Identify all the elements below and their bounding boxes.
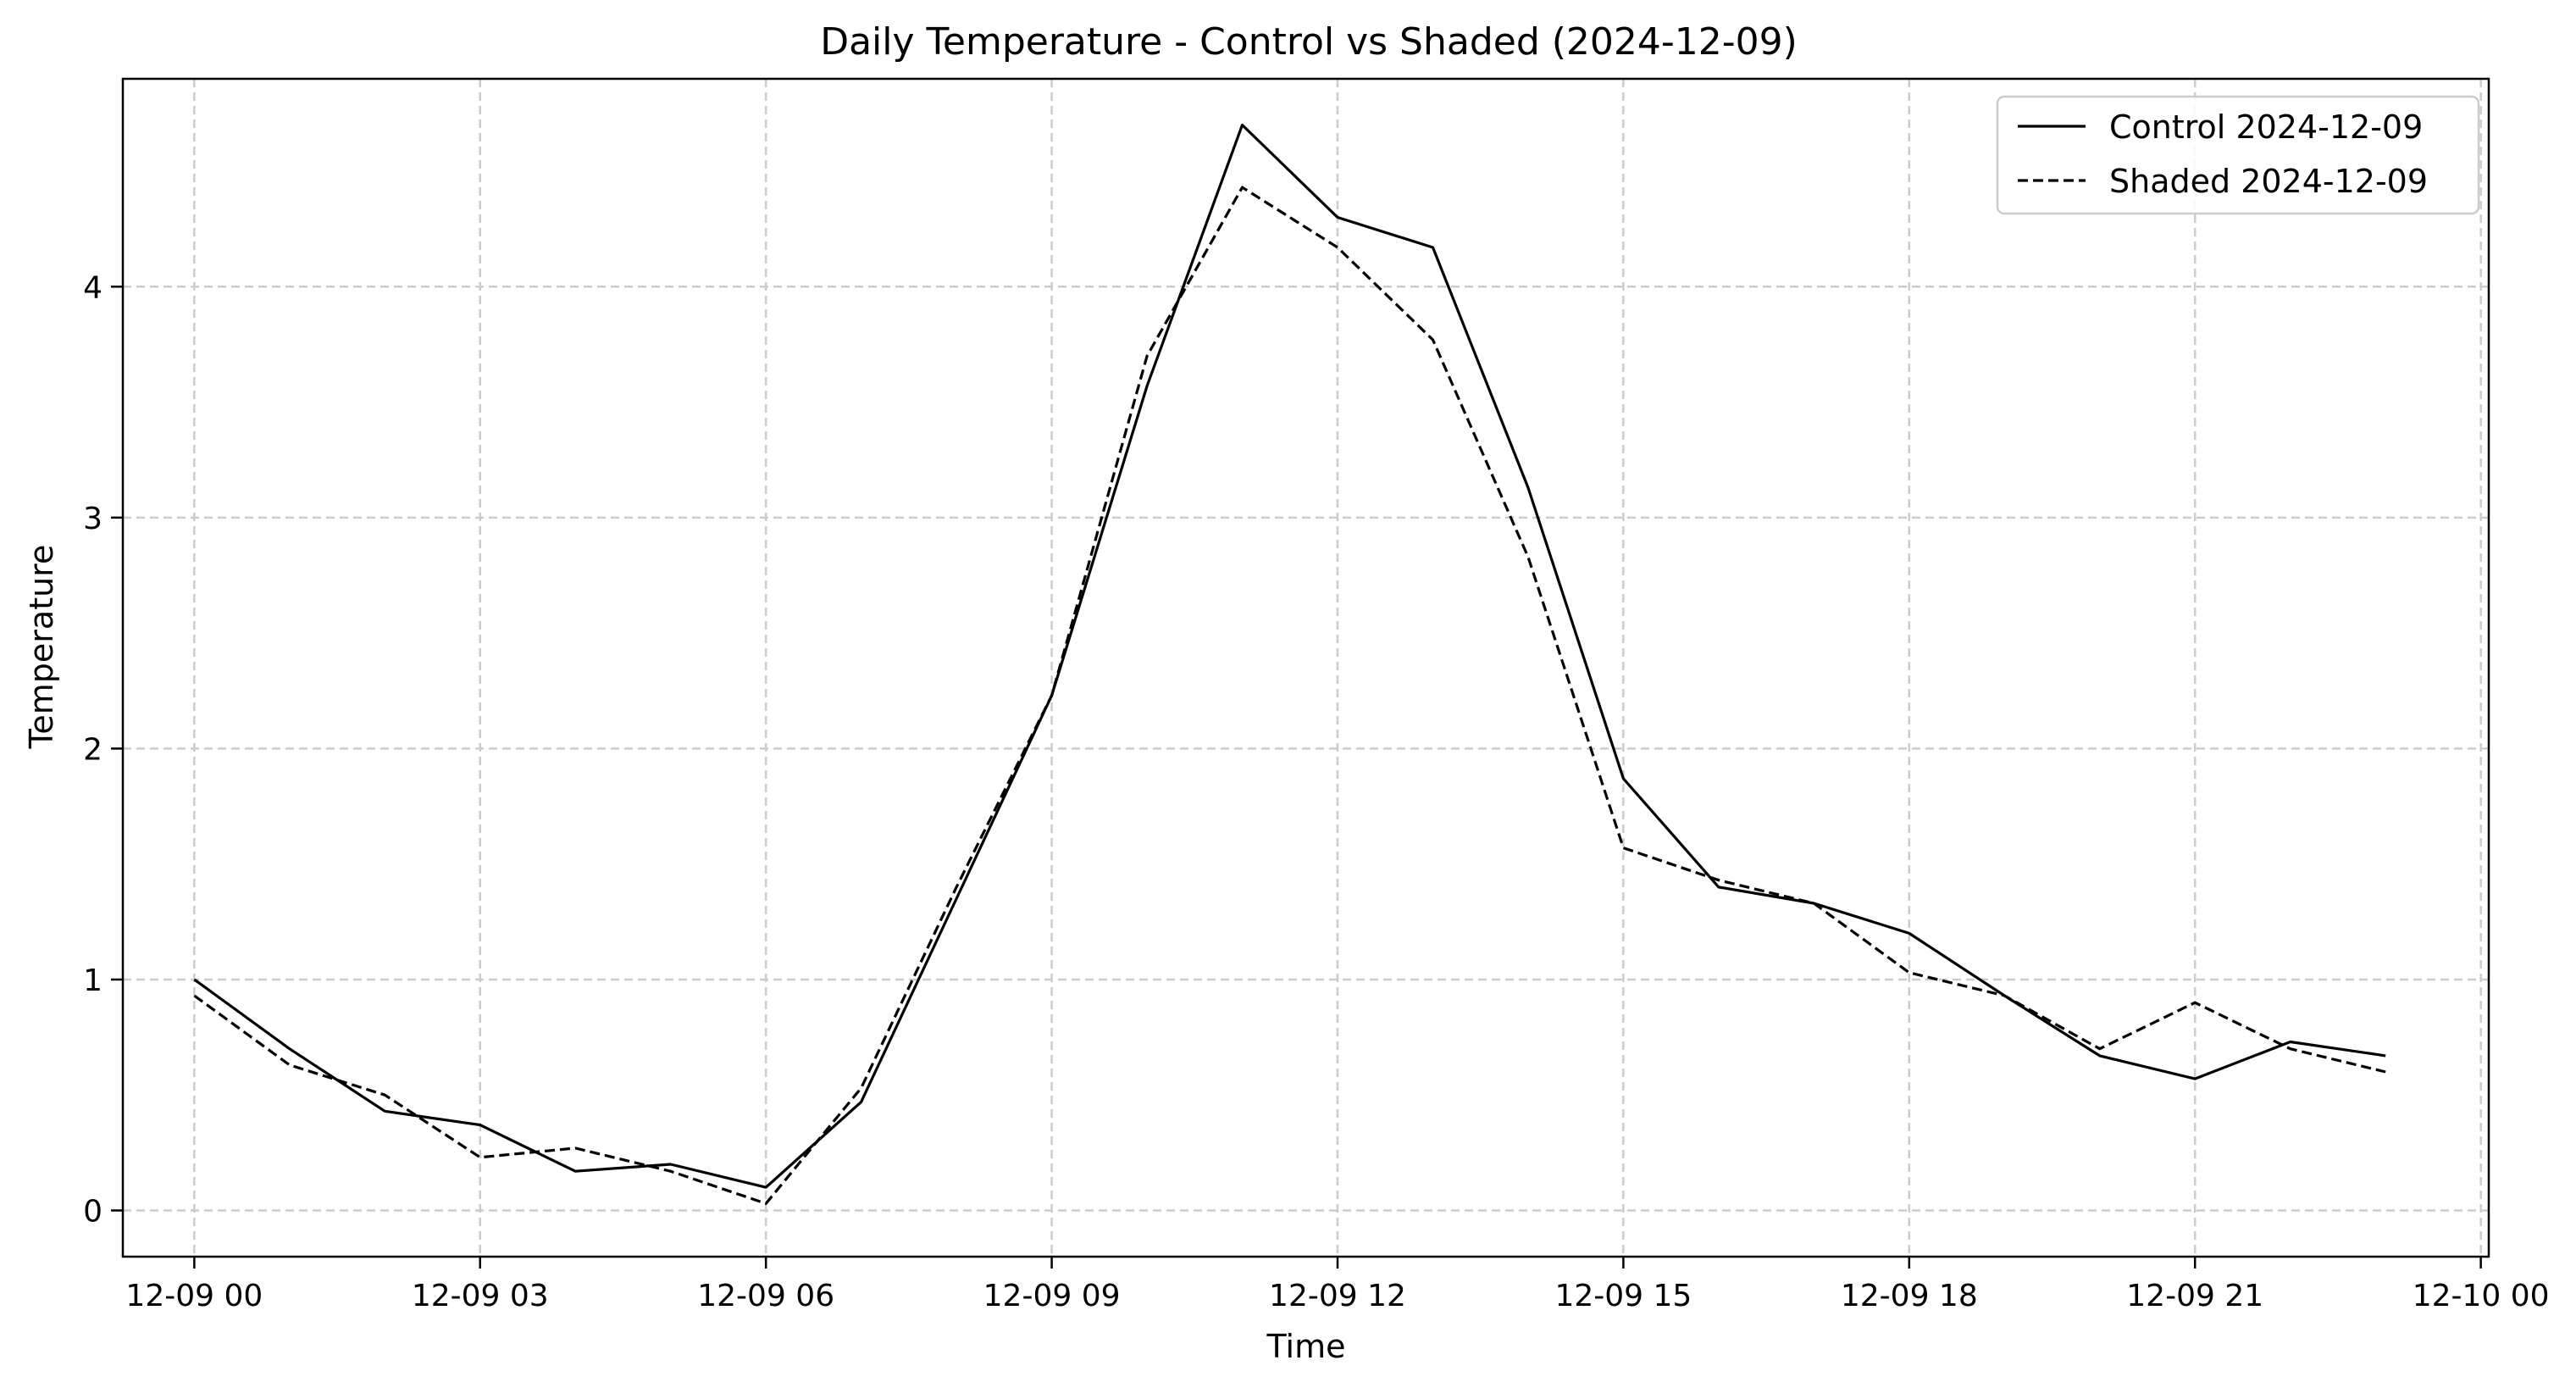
chart-title: Daily Temperature - Control vs Shaded (2… (820, 20, 1798, 64)
x-tick-label: 12-09 12 (1269, 1279, 1406, 1313)
legend-label-control: Control 2024-12-09 (2109, 108, 2423, 146)
x-tick-label: 12-09 09 (983, 1279, 1121, 1313)
y-tick-label: 3 (83, 502, 102, 536)
x-tick-label: 12-09 21 (2126, 1279, 2263, 1313)
plot-area-frame (121, 77, 2490, 1258)
x-tick-label: 12-09 06 (697, 1279, 834, 1313)
legend: Control 2024-12-09 Shaded 2024-12-09 (1996, 95, 2480, 215)
y-tick-label: 1 (83, 963, 102, 998)
x-tick-label: 12-09 03 (412, 1279, 549, 1313)
x-tick-label: 12-09 18 (1841, 1279, 1978, 1313)
x-axis-label: Time (1266, 1328, 1346, 1365)
legend-box (1996, 95, 2480, 215)
y-axis-label: Temperature (23, 545, 60, 750)
series-line-shaded (193, 186, 2386, 1205)
series-lines (193, 123, 2386, 1205)
y-tick-label: 2 (83, 732, 102, 767)
x-tick-label: 12-09 15 (1554, 1279, 1692, 1313)
y-tick-label: 0 (83, 1194, 102, 1229)
y-tick-label: 4 (83, 270, 102, 305)
x-tick-label: 12-10 00 (2413, 1279, 2550, 1313)
legend-label-shaded: Shaded 2024-12-09 (2109, 163, 2428, 200)
x-tick-label: 12-09 00 (125, 1279, 263, 1313)
axis-ticks: 12-09 00 12-09 03 12-09 06 12-09 09 12-09 12… (83, 270, 2549, 1313)
grid-lines (123, 79, 2489, 1257)
